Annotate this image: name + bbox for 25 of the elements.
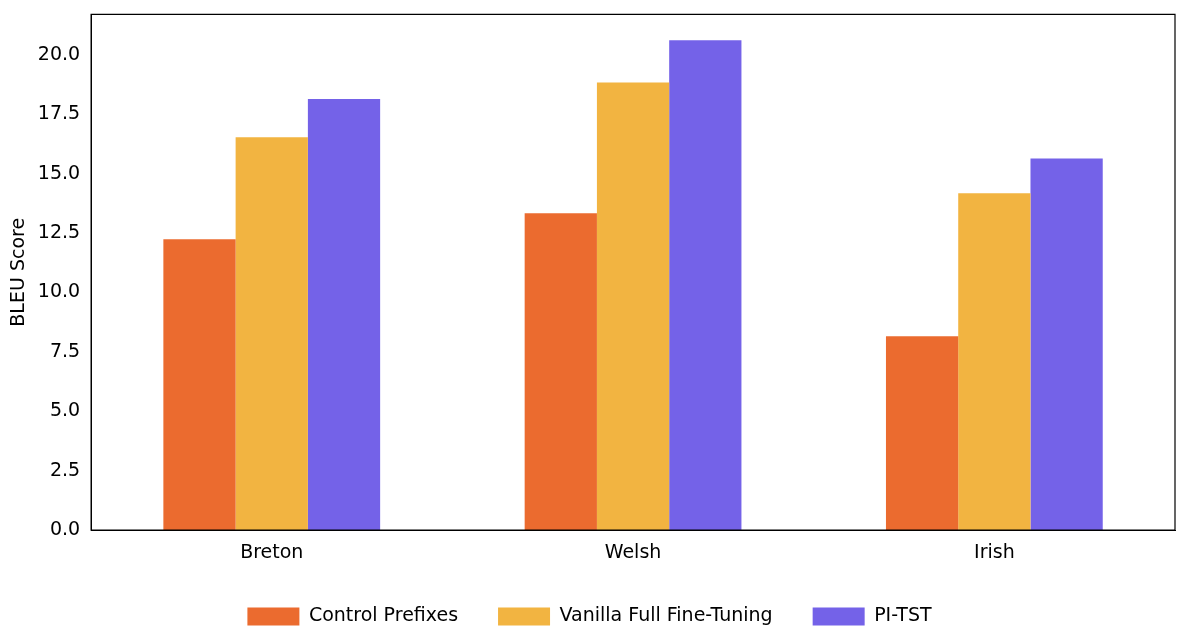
x-tick-label: Irish [974, 539, 1015, 562]
bar [163, 239, 236, 531]
x-tick-label: Welsh [604, 539, 662, 562]
y-tick-label: 2.5 [49, 457, 81, 480]
y-tick-label: 15.0 [37, 160, 81, 183]
y-tick-label: 0.0 [49, 517, 81, 540]
x-tick-label: Breton [240, 539, 304, 562]
bar [669, 40, 742, 531]
y-tick-label: 20.0 [37, 41, 81, 64]
bar [1030, 158, 1103, 531]
bar [307, 99, 381, 531]
legend-label: PI-TST [874, 603, 932, 626]
y-tick-label: 5.0 [49, 398, 81, 421]
y-tick-label: 10.0 [37, 279, 81, 302]
y-tick-label: 7.5 [49, 338, 81, 361]
legend-label: Vanilla Full Fine-Tuning [559, 603, 773, 626]
legend-label: Control Prefixes [308, 603, 459, 626]
bar [524, 213, 597, 531]
y-axis-title: BLEU Score [6, 217, 29, 327]
y-tick-label: 17.5 [37, 101, 81, 124]
bar [885, 336, 959, 531]
bar [596, 82, 670, 531]
bar [958, 193, 1031, 531]
bar [235, 137, 308, 531]
y-tick-label: 12.5 [37, 220, 81, 243]
